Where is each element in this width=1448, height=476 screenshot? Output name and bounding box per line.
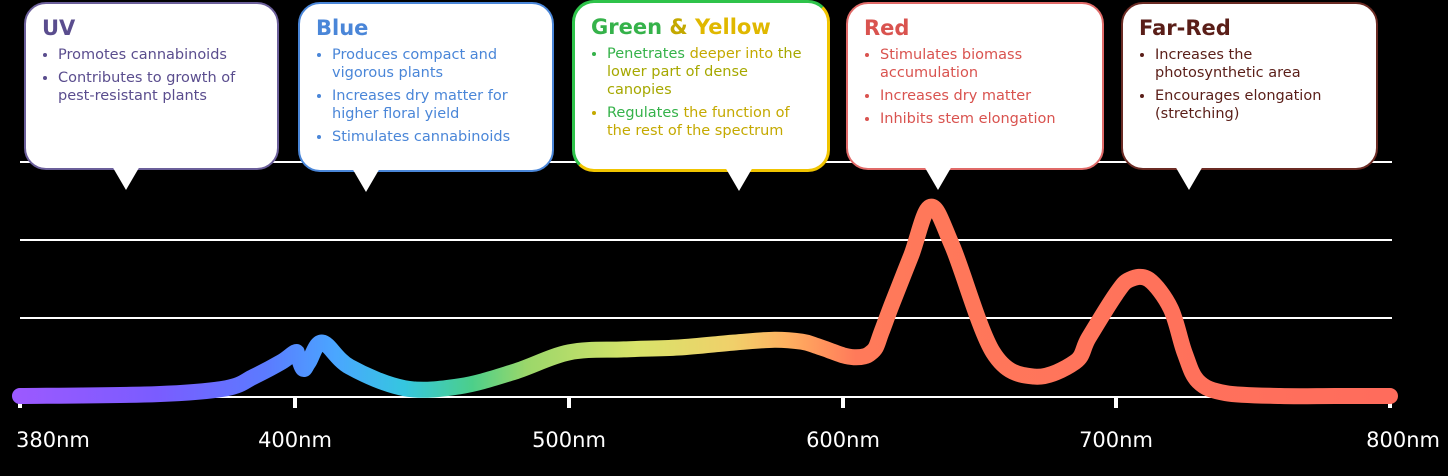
item1-green: Penetrates xyxy=(607,46,690,62)
green-title: Green xyxy=(591,15,663,39)
x-axis xyxy=(18,396,1392,408)
x-tick-label: 400nm xyxy=(258,428,332,452)
red-callout-tail xyxy=(924,166,952,190)
yellow-title: Yellow xyxy=(694,15,771,39)
x-tick-label: 380nm xyxy=(16,428,90,452)
uv-title: UV xyxy=(42,16,76,40)
x-tick-label: 700nm xyxy=(1079,428,1153,452)
green-yellow-callout: Green & Yellow Penetrates deeper into th… xyxy=(572,0,830,191)
blue-list: Produces compact and vigorous plants Inc… xyxy=(316,46,538,146)
blue-item: Stimulates cannabinoids xyxy=(332,128,538,146)
item2-green: Regulates xyxy=(607,105,684,121)
x-tick-label: 800nm xyxy=(1366,428,1440,452)
far-red-item: Increases the photosynthetic area xyxy=(1155,46,1362,82)
item1-rest: the lower part of dense canopies xyxy=(607,46,802,98)
green-yellow-title: Green & Yellow xyxy=(591,15,813,39)
uv-item: Promotes cannabinoids xyxy=(58,46,263,64)
red-list: Stimulates biomass accumulation Increase… xyxy=(864,46,1088,128)
red-item: Increases dry matter xyxy=(880,87,1088,105)
x-tick-label: 600nm xyxy=(806,428,880,452)
far-red-title: Far-Red xyxy=(1139,16,1231,40)
x-tick-label: 500nm xyxy=(532,428,606,452)
far-red-item: Encourages elongation (stretching) xyxy=(1155,87,1362,123)
far-red-callout-tail xyxy=(1175,166,1203,190)
red-callout: Red Stimulates biomass accumulation Incr… xyxy=(846,2,1104,190)
green-yellow-callout-tail xyxy=(725,167,753,191)
far-red-callout: Far-Red Increases the photosynthetic are… xyxy=(1121,2,1378,190)
item1-yellow: deeper into xyxy=(689,46,774,62)
blue-title: Blue xyxy=(316,16,369,40)
x-tick-labels: 380nm 400nm 500nm 600nm 700nm 800nm xyxy=(16,428,1440,452)
far-red-list: Increases the photosynthetic area Encour… xyxy=(1139,46,1362,123)
blue-callout-tail xyxy=(352,168,380,192)
item2-yellow: the function of the rest of the spectrum xyxy=(607,105,790,139)
green-yellow-list: Penetrates deeper into the lower part of… xyxy=(591,45,813,140)
uv-item: Contributes to growth of pest-resistant … xyxy=(58,69,263,105)
spectrum-series xyxy=(12,198,1398,405)
uv-callout: UV Promotes cannabinoids Contributes to … xyxy=(24,2,279,190)
spectrum-line xyxy=(12,198,1398,405)
red-item: Stimulates biomass accumulation xyxy=(880,46,1088,82)
uv-callout-tail xyxy=(112,166,140,190)
blue-callout: Blue Produces compact and vigorous plant… xyxy=(298,2,554,192)
red-title: Red xyxy=(864,16,910,40)
blue-item: Increases dry matter for higher floral y… xyxy=(332,87,538,123)
amp-title: & xyxy=(669,15,688,39)
green-yellow-item: Penetrates deeper into the lower part of… xyxy=(607,45,813,99)
uv-list: Promotes cannabinoids Contributes to gro… xyxy=(42,46,263,105)
red-item: Inhibits stem elongation xyxy=(880,110,1088,128)
green-yellow-item: Regulates the function of the rest of th… xyxy=(607,104,813,140)
blue-item: Produces compact and vigorous plants xyxy=(332,46,538,82)
